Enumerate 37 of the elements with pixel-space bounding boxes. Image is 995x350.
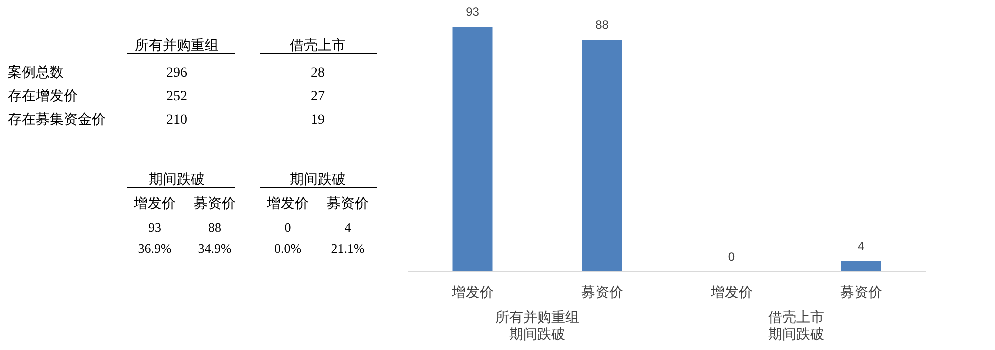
text: 增发价 — [133, 196, 176, 212]
text: 210 — [166, 113, 188, 128]
text: 88 — [208, 220, 222, 235]
text: 借壳上市 — [290, 38, 346, 54]
text: 252 — [166, 90, 188, 104]
text: 期间跌破 — [290, 172, 346, 188]
x-tick-label: 增发价 — [450, 284, 494, 300]
text: 296 — [166, 66, 188, 81]
text: 27 — [311, 90, 325, 104]
x-tick-label: 增发价 — [710, 284, 753, 300]
text: 34.9% — [198, 241, 232, 256]
data-label: 93 — [466, 5, 480, 19]
text: 存在增发价 — [8, 88, 78, 104]
text: 0.0% — [274, 241, 302, 256]
text: 21.1% — [331, 241, 365, 256]
text: 募资价 — [327, 196, 369, 212]
text: 4 — [344, 220, 352, 235]
text: 36.9% — [138, 241, 172, 256]
text: 所有并购重组 — [135, 38, 219, 54]
text: 期间跌破 — [510, 326, 566, 342]
text: 借壳上市 — [768, 309, 824, 325]
x-tick-label: 募资价 — [840, 284, 882, 300]
data-label: 4 — [858, 239, 865, 254]
text: 存在募集资金价 — [8, 112, 106, 128]
text: 19 — [311, 113, 325, 128]
text: 增发价 — [266, 196, 309, 212]
text: 0 — [284, 220, 292, 235]
text: 期间跌破 — [768, 326, 824, 342]
data-label: 88 — [596, 18, 610, 32]
x-tick-label: 募资价 — [581, 284, 624, 300]
text: 28 — [311, 66, 325, 81]
data-label: 0 — [728, 250, 736, 264]
text: 期间跌破 — [149, 172, 205, 188]
text: 所有并购重组 — [496, 309, 580, 325]
text: 93 — [148, 220, 162, 235]
text: 案例总数 — [8, 64, 64, 81]
text: 募资价 — [194, 196, 236, 212]
